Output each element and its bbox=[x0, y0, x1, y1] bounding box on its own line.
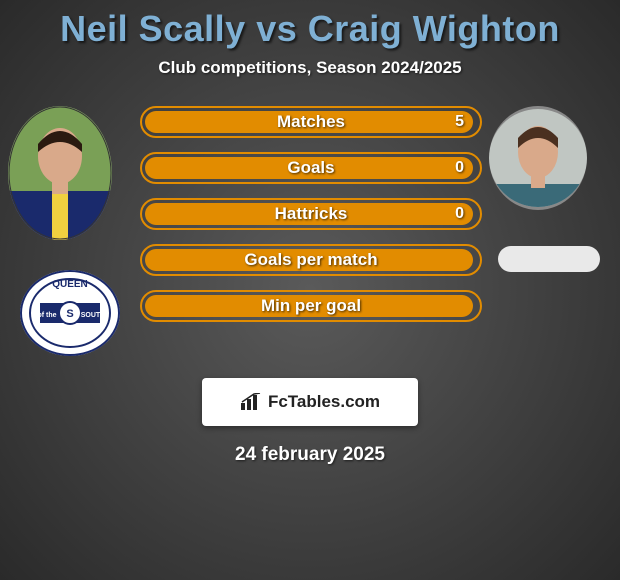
stat-bar: Goals per match bbox=[140, 244, 482, 276]
player-left-club-badge: QUEEN of the SOUTH S bbox=[20, 270, 120, 356]
subtitle: Club competitions, Season 2024/2025 bbox=[0, 58, 620, 78]
brand-box: FcTables.com bbox=[202, 378, 418, 426]
stat-bar: Goals 0 bbox=[140, 152, 482, 184]
stat-bar-label: Hattricks bbox=[142, 204, 480, 224]
svg-text:QUEEN: QUEEN bbox=[52, 279, 88, 290]
infographic-root: Neil Scally vs Craig Wighton Club compet… bbox=[0, 0, 620, 580]
player-right-avatar bbox=[489, 106, 587, 210]
date-label: 24 february 2025 bbox=[0, 444, 620, 466]
stat-bar: Min per goal bbox=[140, 290, 482, 322]
stat-bar: Hattricks 0 bbox=[140, 198, 482, 230]
svg-text:SOUTH: SOUTH bbox=[81, 312, 106, 319]
brand-label: FcTables.com bbox=[268, 392, 380, 412]
chart-icon bbox=[240, 393, 262, 411]
stat-bar-label: Goals bbox=[142, 158, 480, 178]
svg-text:S: S bbox=[66, 308, 73, 320]
player-left-avatar bbox=[8, 106, 112, 240]
stat-bar: Matches 5 bbox=[140, 106, 482, 138]
stat-bar-value: 0 bbox=[455, 205, 464, 223]
page-title: Neil Scally vs Craig Wighton bbox=[0, 0, 620, 50]
comparison-area: QUEEN of the SOUTH S bbox=[0, 106, 620, 366]
stat-bar-label: Min per goal bbox=[142, 296, 480, 316]
player-right-club-badge bbox=[498, 246, 600, 272]
stat-bar-label: Goals per match bbox=[142, 250, 480, 270]
stat-bar-value: 5 bbox=[455, 113, 464, 131]
stat-bar-value: 0 bbox=[455, 159, 464, 177]
svg-text:of the: of the bbox=[37, 312, 56, 319]
stat-bars: Matches 5 Goals 0 Hattricks 0 Goals per … bbox=[140, 106, 482, 322]
stat-bar-label: Matches bbox=[142, 112, 480, 132]
